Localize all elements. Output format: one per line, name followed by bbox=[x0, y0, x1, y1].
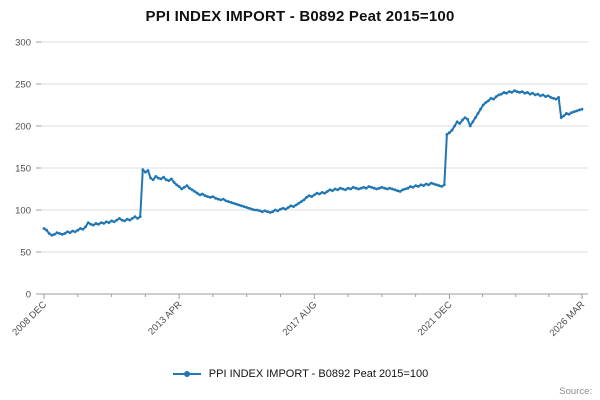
svg-text:2026 MAR: 2026 MAR bbox=[548, 299, 588, 339]
svg-text:150: 150 bbox=[15, 164, 31, 175]
svg-text:300: 300 bbox=[15, 38, 31, 49]
svg-text:2008 DEC: 2008 DEC bbox=[10, 299, 49, 338]
svg-text:2021 DEC: 2021 DEC bbox=[416, 299, 455, 338]
legend-line-marker-icon bbox=[172, 371, 201, 377]
svg-text:100: 100 bbox=[15, 206, 31, 217]
chart-legend: PPI INDEX IMPORT - B0892 Peat 2015=100 bbox=[0, 368, 600, 380]
svg-text:2013 APR: 2013 APR bbox=[146, 299, 184, 337]
source-label: Source: bbox=[559, 386, 592, 397]
svg-text:0: 0 bbox=[26, 290, 31, 301]
svg-text:50: 50 bbox=[20, 248, 31, 259]
chart-title: PPI INDEX IMPORT - B0892 Peat 2015=100 bbox=[145, 8, 455, 25]
svg-text:200: 200 bbox=[15, 122, 31, 133]
legend-label: PPI INDEX IMPORT - B0892 Peat 2015=100 bbox=[208, 368, 429, 380]
svg-text:250: 250 bbox=[15, 80, 31, 91]
svg-text:2017 AUG: 2017 AUG bbox=[281, 299, 320, 338]
